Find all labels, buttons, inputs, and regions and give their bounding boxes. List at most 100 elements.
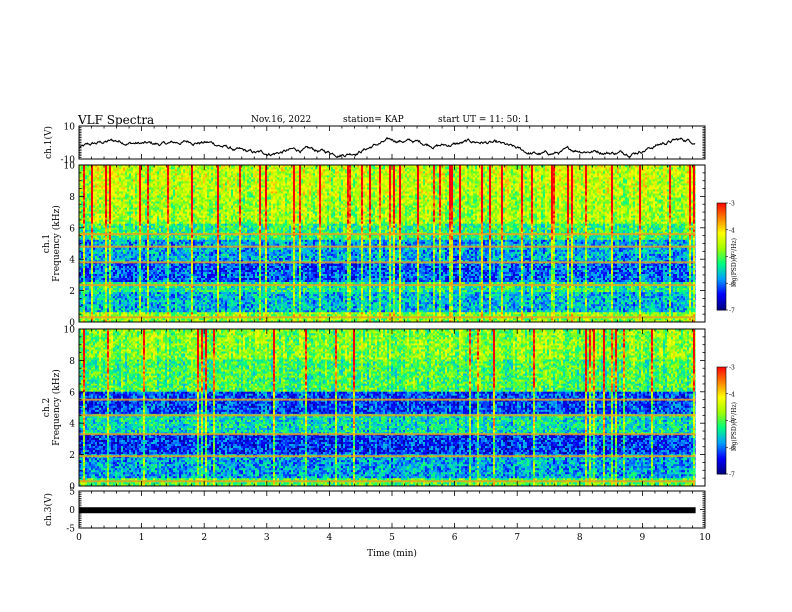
spectrogram-cell (103, 304, 105, 306)
spectrogram-cell (93, 264, 95, 266)
spectrogram-cell (99, 312, 101, 314)
spectrogram-cell (101, 276, 103, 278)
spectrogram-cell (99, 302, 101, 304)
spectrogram-cell (93, 229, 95, 231)
spectrogram-cell (95, 268, 97, 270)
spectrogram-cell (85, 223, 87, 225)
spectrogram-cell (83, 248, 85, 250)
spectrogram-cell (103, 274, 105, 276)
spectrogram-cell (83, 225, 85, 227)
spectrogram-cell (95, 288, 97, 290)
spectrogram-cell (91, 213, 93, 215)
spectrogram-cell (87, 187, 89, 189)
spectrogram-cell (87, 169, 89, 171)
spectrogram-cell (89, 272, 91, 274)
spectrogram-cell (87, 292, 89, 294)
spectrogram-cell (83, 292, 85, 294)
spectrogram-cell (81, 191, 83, 193)
spectrogram-cell (87, 286, 89, 288)
spectrogram-cell (95, 237, 97, 239)
spectrogram-cell (87, 241, 89, 243)
spectrogram-cell (89, 223, 91, 225)
spectrogram-cell (87, 235, 89, 237)
spectrogram-cell (89, 203, 91, 205)
spectrogram-cell (103, 189, 105, 191)
spectrogram-cell (89, 308, 91, 310)
spectrogram-cell (99, 181, 101, 183)
spectrogram-cell (87, 221, 89, 223)
spectrogram-cell (89, 274, 91, 276)
spectrogram-cell (101, 227, 103, 229)
spectrogram-cell (89, 248, 91, 250)
spectrogram-cell (95, 183, 97, 185)
spectrogram-cell (83, 274, 85, 276)
spectrogram-cell (101, 179, 103, 181)
spectrogram-cell (103, 211, 105, 213)
spectrogram-cell (99, 229, 101, 231)
spectrogram-cell (83, 171, 85, 173)
spectrogram-cell (89, 306, 91, 308)
spectrogram-cell (89, 171, 91, 173)
spectrogram-cell (97, 171, 99, 173)
spectrogram-cell (95, 306, 97, 308)
spectrogram-cell (99, 191, 101, 193)
spectrogram-cell (85, 187, 87, 189)
spectrogram-cell (97, 278, 99, 280)
spectrogram-cell (95, 203, 97, 205)
spectrogram-cell (95, 187, 97, 189)
spectrogram-cell (95, 258, 97, 260)
spectrogram-cell (89, 227, 91, 229)
spectrogram-cell (81, 302, 83, 304)
spectrogram-cell (101, 248, 103, 250)
spectrogram-cell (103, 244, 105, 246)
spectrogram-cell (89, 217, 91, 219)
spectrogram-cell (85, 300, 87, 302)
spectrogram-cell (99, 244, 101, 246)
spectrogram-cell (85, 308, 87, 310)
spectrogram-cell (101, 270, 103, 272)
spectrogram-cell (105, 308, 107, 310)
spectrogram-cell (105, 310, 107, 312)
spectrogram-cell (87, 278, 89, 280)
spectrogram-cell (97, 280, 99, 282)
spectrogram-cell (87, 274, 89, 276)
spectrogram-cell (89, 298, 91, 300)
spectrogram-cell (85, 278, 87, 280)
spectrogram-cell (83, 294, 85, 296)
spectrogram-cell (93, 191, 95, 193)
spectrogram-cell (91, 264, 93, 266)
spectrogram-cell (103, 264, 105, 266)
spectrogram-cell (95, 225, 97, 227)
spectrogram-cell (87, 191, 89, 193)
spectrogram-cell (103, 248, 105, 250)
spectrogram-cell (93, 314, 95, 316)
spectrogram-cell (91, 219, 93, 221)
spectrogram-cell (81, 183, 83, 185)
spectrogram-cell (99, 308, 101, 310)
spectrogram-cell (91, 217, 93, 219)
spectrogram-cell (97, 203, 99, 205)
spectrogram-cell (89, 288, 91, 290)
spectrogram-cell (95, 191, 97, 193)
spectrogram-cell (85, 248, 87, 250)
spectrogram-cell (91, 308, 93, 310)
spectrogram-cell (99, 292, 101, 294)
spectrogram-cell (85, 215, 87, 217)
spectrogram-cell (101, 318, 103, 320)
spectrogram-cell (97, 308, 99, 310)
spectrogram-cell (89, 195, 91, 197)
spectrogram-cell (81, 310, 83, 312)
spectrogram-cell (87, 272, 89, 274)
spectrogram-cell (95, 221, 97, 223)
spectrogram-cell (97, 282, 99, 284)
spectrogram-cell (91, 201, 93, 203)
spectrogram-cell (103, 298, 105, 300)
spectrogram-cell (89, 254, 91, 256)
spectrogram-cell (101, 300, 103, 302)
spectrogram-cell (97, 189, 99, 191)
spectrogram-cell (103, 229, 105, 231)
spectrogram-cell (93, 223, 95, 225)
spectrogram-cell (95, 312, 97, 314)
spectrogram-cell (83, 272, 85, 274)
spectrogram-cell (97, 254, 99, 256)
